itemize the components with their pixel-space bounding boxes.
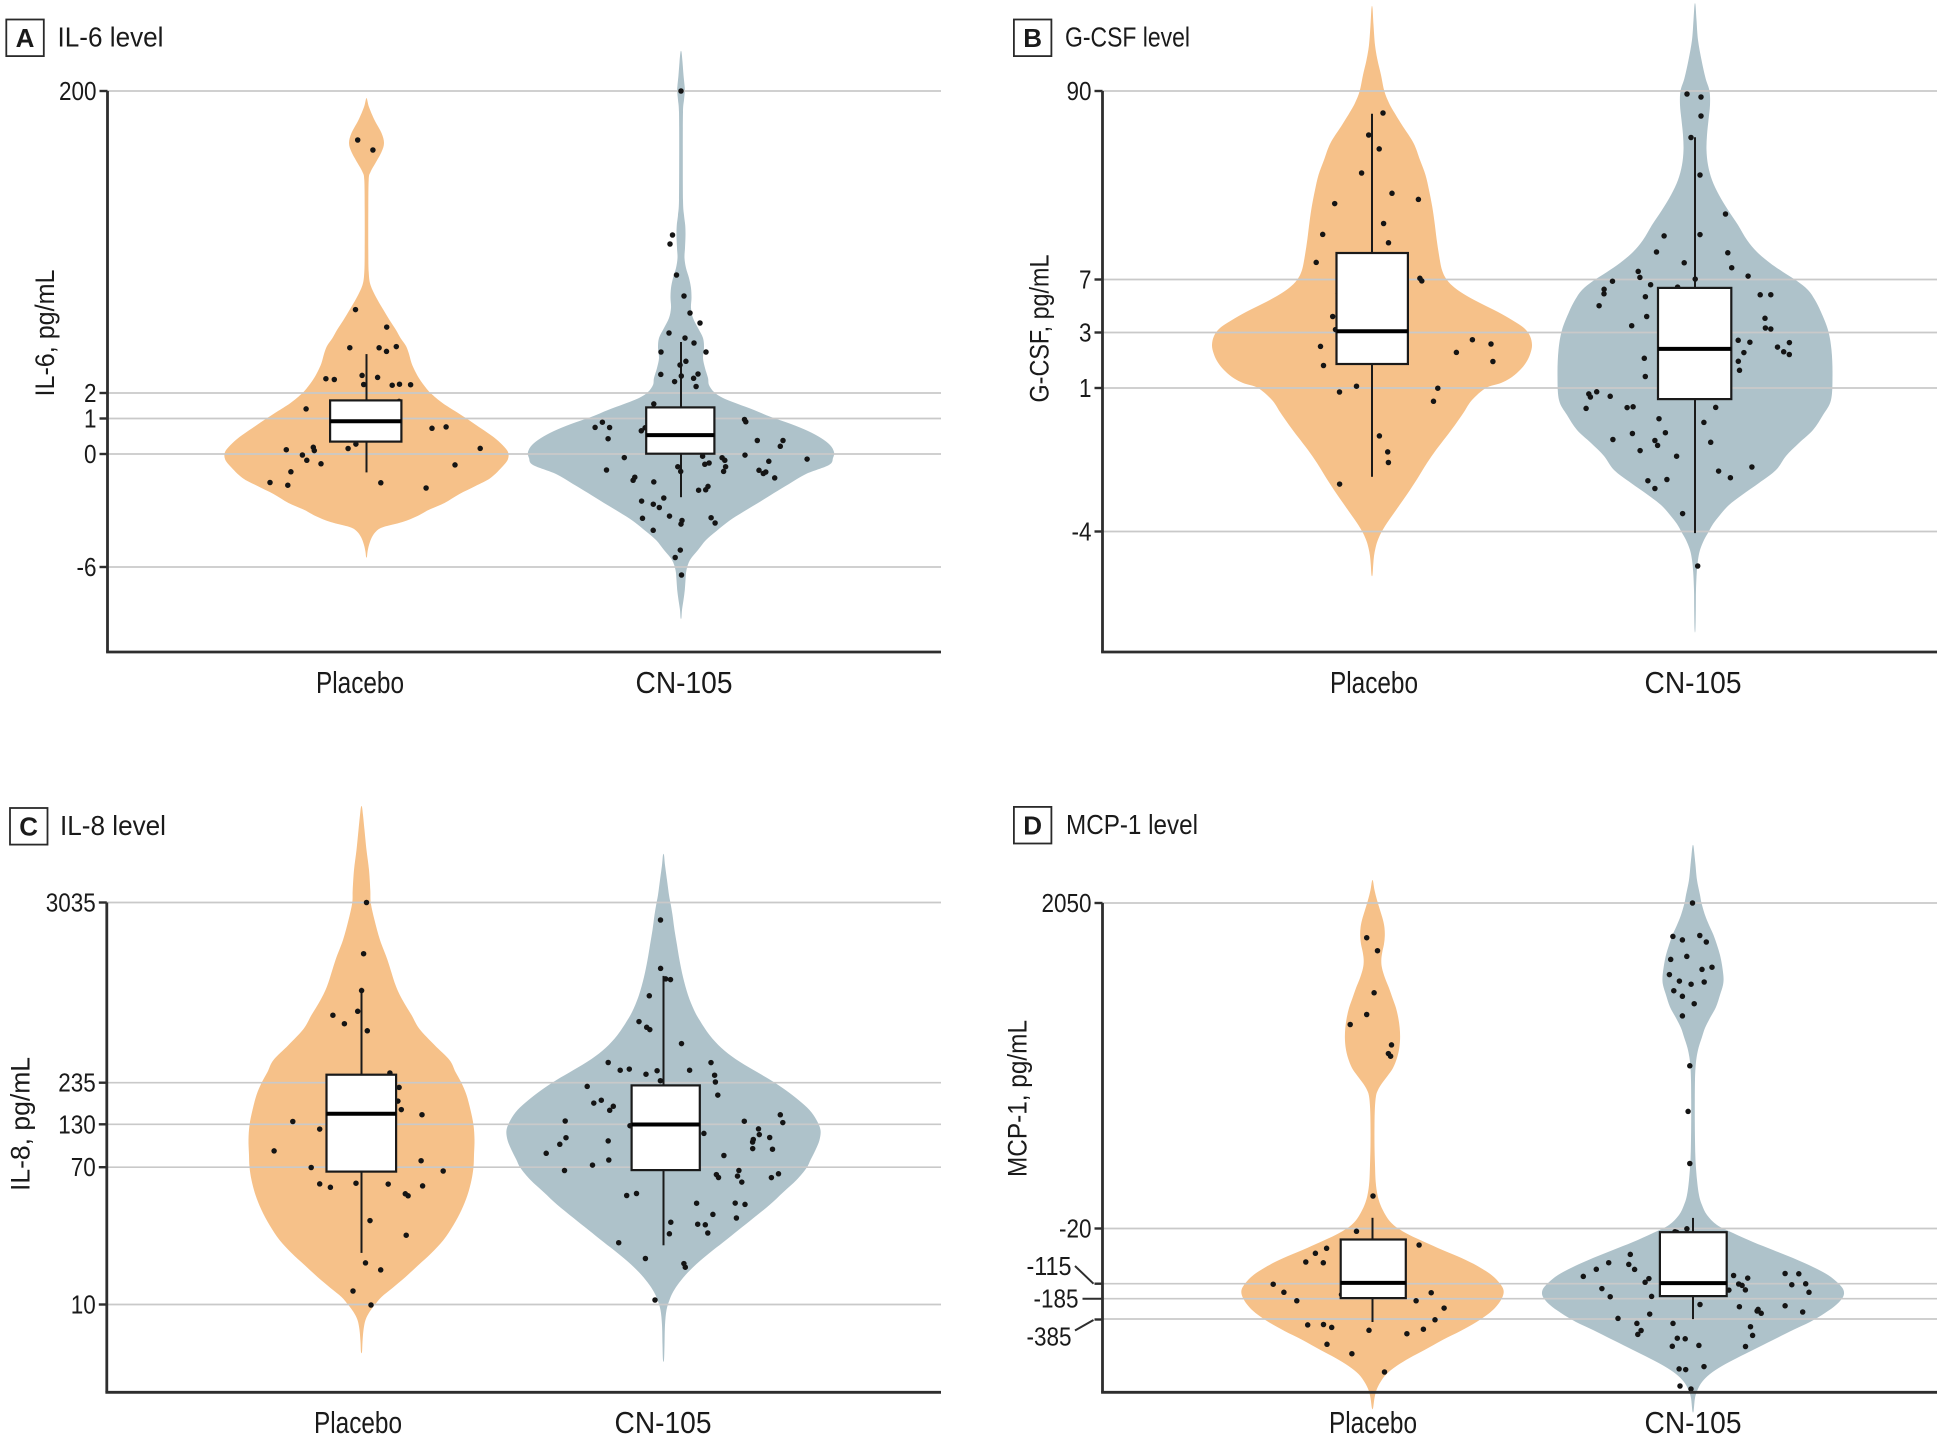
svg-text:-185: -185 — [1034, 1284, 1079, 1314]
svg-text:7: 7 — [1079, 265, 1092, 295]
svg-text:1: 1 — [1079, 373, 1092, 403]
svg-text:200: 200 — [59, 76, 97, 106]
svg-text:2: 2 — [84, 378, 97, 408]
svg-text:CN-105: CN-105 — [1645, 665, 1742, 700]
svg-text:Placebo: Placebo — [1330, 665, 1418, 700]
svg-text:B: B — [1023, 23, 1042, 53]
svg-text:G-CSF, pg/mL: G-CSF, pg/mL — [1025, 255, 1055, 403]
svg-text:MCP-1 level: MCP-1 level — [1066, 809, 1198, 840]
svg-text:130: 130 — [58, 1109, 96, 1139]
svg-text:G-CSF level: G-CSF level — [1065, 22, 1190, 53]
svg-text:IL-6, pg/mL: IL-6, pg/mL — [30, 270, 60, 397]
svg-text:Placebo: Placebo — [316, 665, 404, 700]
svg-text:-20: -20 — [1059, 1214, 1092, 1244]
svg-text:Placebo: Placebo — [314, 1405, 402, 1440]
svg-text:MCP-1, pg/mL: MCP-1, pg/mL — [1003, 1020, 1033, 1177]
svg-text:0: 0 — [84, 439, 97, 469]
svg-text:IL-6 level: IL-6 level — [58, 22, 164, 53]
svg-text:10: 10 — [71, 1290, 96, 1320]
svg-text:-4: -4 — [1072, 517, 1092, 547]
svg-text:235: 235 — [58, 1068, 96, 1098]
svg-text:1: 1 — [84, 404, 97, 434]
svg-text:CN-105: CN-105 — [636, 665, 733, 700]
svg-text:70: 70 — [71, 1152, 96, 1182]
svg-text:-6: -6 — [77, 552, 97, 582]
svg-text:3: 3 — [1079, 318, 1092, 348]
svg-text:90: 90 — [1067, 76, 1092, 106]
svg-text:A: A — [16, 23, 35, 53]
svg-text:D: D — [1023, 810, 1042, 840]
svg-text:IL-8 level: IL-8 level — [60, 810, 166, 841]
svg-text:CN-105: CN-105 — [1645, 1405, 1742, 1440]
svg-text:3035: 3035 — [46, 888, 96, 918]
svg-text:2050: 2050 — [1042, 888, 1092, 918]
svg-text:C: C — [19, 812, 38, 842]
svg-text:Placebo: Placebo — [1329, 1405, 1417, 1440]
svg-text:CN-105: CN-105 — [615, 1405, 712, 1440]
svg-text:-115: -115 — [1027, 1251, 1072, 1281]
svg-text:-385: -385 — [1027, 1322, 1072, 1352]
svg-text:IL-8, pg/mL: IL-8, pg/mL — [6, 1057, 36, 1191]
